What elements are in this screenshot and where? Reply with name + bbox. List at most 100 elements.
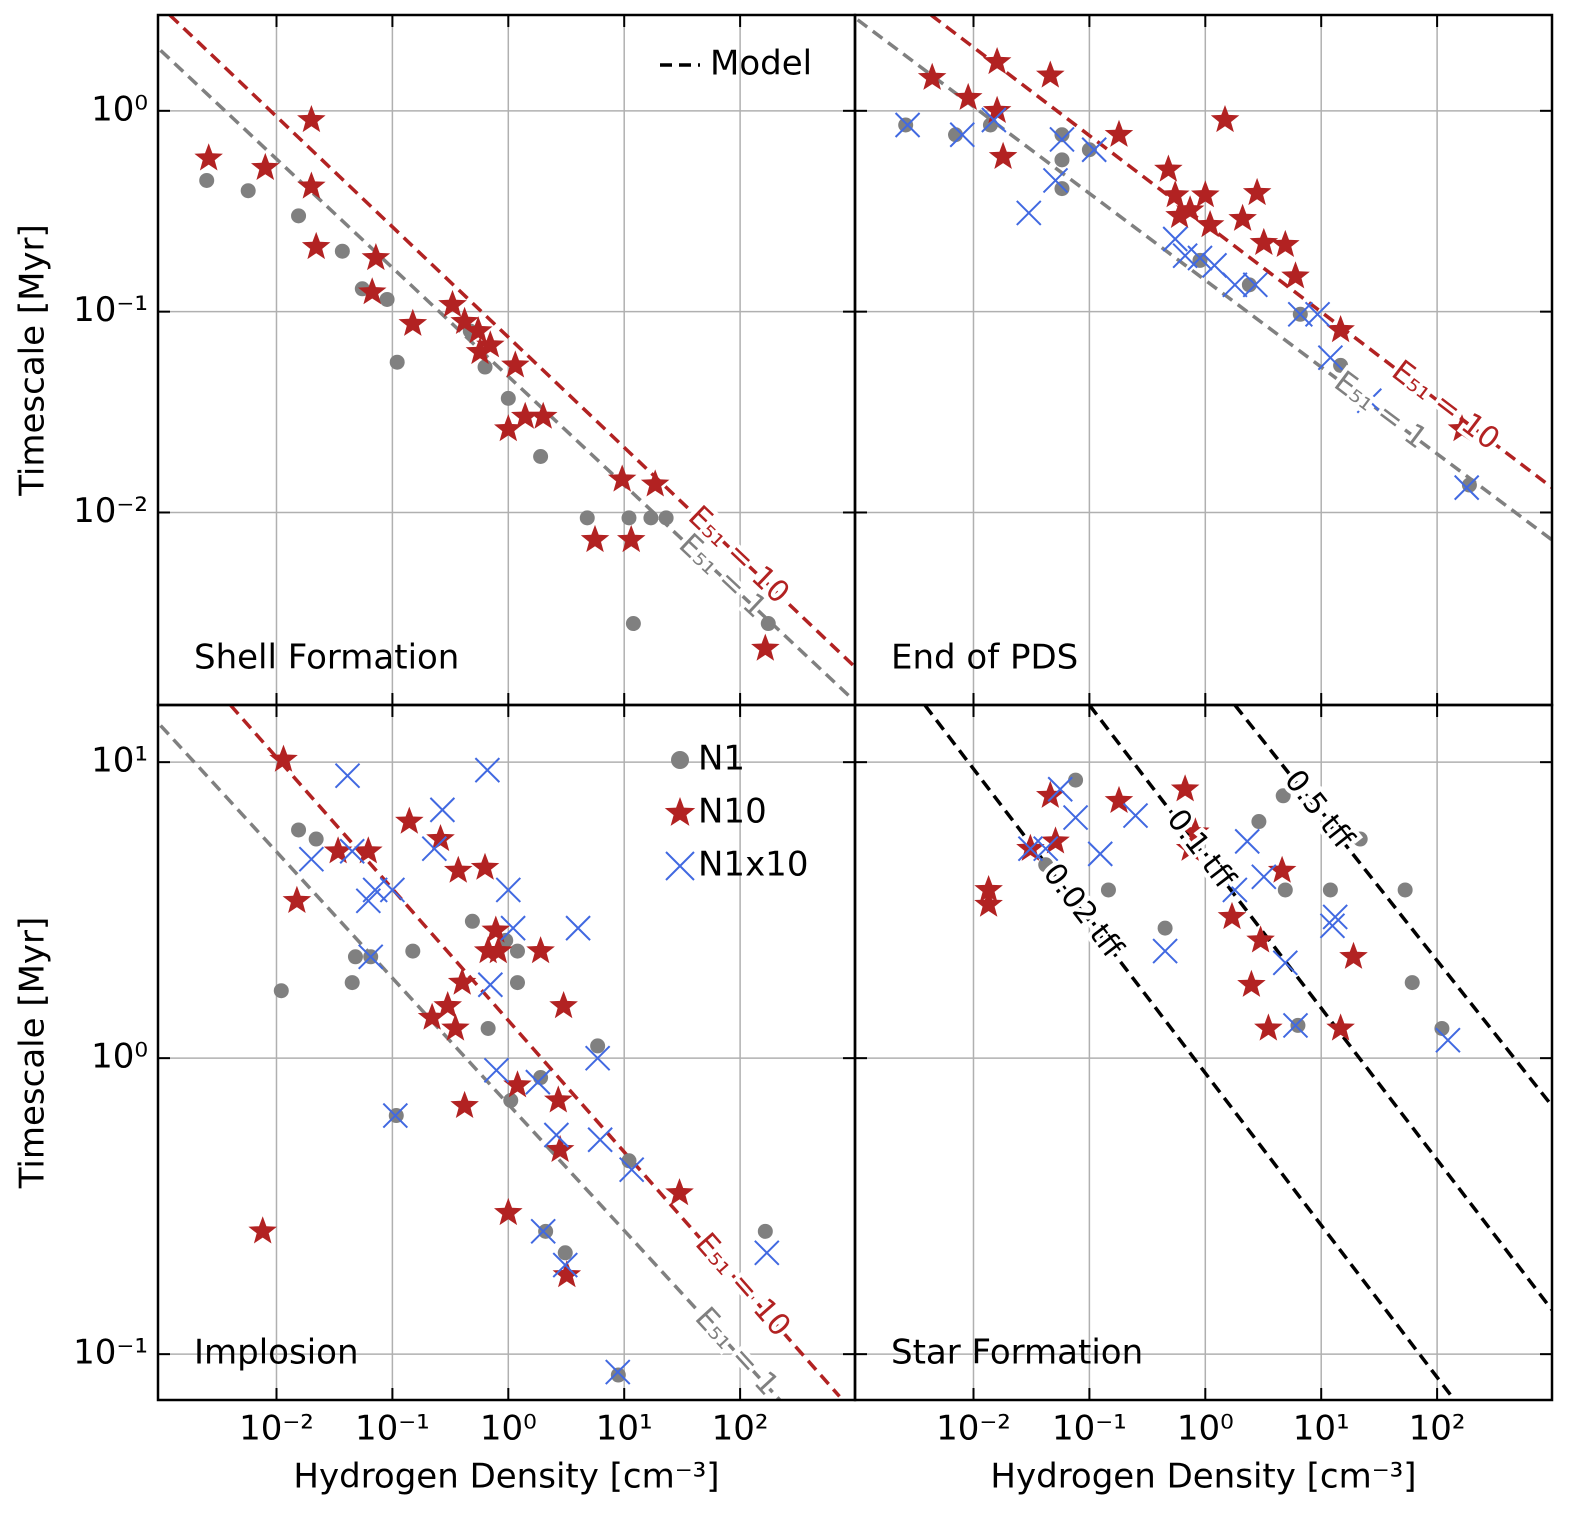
point — [417, 1002, 447, 1030]
point — [543, 1122, 570, 1148]
point — [580, 524, 610, 553]
point — [1275, 788, 1291, 804]
point — [441, 1013, 470, 1041]
point — [605, 1359, 631, 1385]
point — [1453, 474, 1480, 501]
point — [429, 797, 456, 823]
point — [389, 354, 405, 370]
point — [982, 95, 1012, 123]
point — [477, 972, 504, 998]
point — [480, 1020, 496, 1036]
point — [474, 757, 501, 783]
point — [1081, 142, 1097, 158]
point — [344, 975, 360, 991]
point — [1404, 975, 1420, 991]
point — [1104, 119, 1134, 147]
point — [1326, 1013, 1355, 1041]
point — [1104, 785, 1134, 813]
point — [297, 105, 326, 133]
point — [447, 967, 477, 995]
point — [503, 1092, 519, 1108]
x-tick-label: 10¹ — [596, 1409, 653, 1449]
point — [1081, 137, 1107, 163]
x-axis-label: Hydrogen Density [cm⁻³] — [990, 1457, 1416, 1497]
point — [323, 836, 353, 864]
legend-marker — [665, 851, 695, 881]
point — [1242, 177, 1272, 206]
point — [590, 1038, 606, 1054]
model-line — [1233, 705, 1552, 1107]
point — [1322, 882, 1338, 898]
legend-label: N10 — [698, 792, 767, 832]
point — [464, 913, 480, 929]
point — [949, 122, 975, 148]
point — [1160, 180, 1190, 208]
point — [494, 414, 523, 442]
point — [291, 208, 307, 224]
point — [1100, 882, 1116, 898]
point — [584, 1045, 611, 1071]
point — [610, 1367, 626, 1383]
point — [334, 243, 350, 259]
point — [483, 1057, 510, 1083]
point — [240, 183, 256, 199]
point — [248, 1216, 277, 1244]
point — [1326, 315, 1355, 343]
x-tick-label: 10⁰ — [1177, 1409, 1234, 1449]
model-line — [229, 705, 841, 1398]
point — [525, 1069, 551, 1095]
point — [988, 141, 1018, 169]
point — [1249, 227, 1279, 255]
point — [1271, 229, 1300, 257]
point — [1228, 203, 1257, 231]
point — [347, 949, 363, 965]
point — [617, 524, 646, 553]
point — [754, 1240, 780, 1266]
model-line — [159, 49, 852, 699]
point — [1319, 913, 1346, 939]
point — [1036, 60, 1065, 88]
point — [618, 1156, 645, 1183]
point — [1304, 301, 1331, 328]
axes-frame — [853, 13, 1554, 707]
point — [1054, 152, 1070, 168]
point — [282, 885, 312, 913]
point — [421, 836, 448, 862]
point — [433, 991, 462, 1019]
point — [1062, 804, 1089, 831]
model-label: 0.1·tff — [1160, 803, 1243, 897]
point — [1237, 969, 1266, 997]
point — [607, 464, 637, 492]
point — [1157, 920, 1173, 936]
point — [500, 915, 526, 941]
point — [579, 510, 595, 526]
panel-label: Implosion — [194, 1333, 359, 1373]
y-tick-label: 10⁻² — [73, 491, 148, 531]
point — [1042, 167, 1069, 194]
point — [395, 806, 424, 834]
model-line — [923, 705, 1456, 1400]
point — [1272, 950, 1299, 976]
point — [379, 291, 395, 307]
point — [565, 915, 591, 941]
point — [1251, 864, 1277, 890]
point — [1087, 841, 1113, 867]
point — [1267, 855, 1297, 883]
model-line — [168, 15, 855, 669]
point — [974, 875, 1003, 903]
y-tick-label: 10⁻¹ — [73, 1333, 148, 1373]
point — [1434, 1020, 1450, 1036]
point — [533, 448, 549, 464]
point — [291, 822, 307, 838]
point — [251, 152, 280, 180]
model-line — [1087, 705, 1552, 1312]
point — [665, 1178, 694, 1206]
point — [334, 762, 361, 789]
point — [1017, 836, 1044, 862]
point — [538, 1223, 554, 1239]
point — [658, 510, 674, 526]
point — [494, 1197, 523, 1226]
legend-marker — [671, 751, 689, 769]
